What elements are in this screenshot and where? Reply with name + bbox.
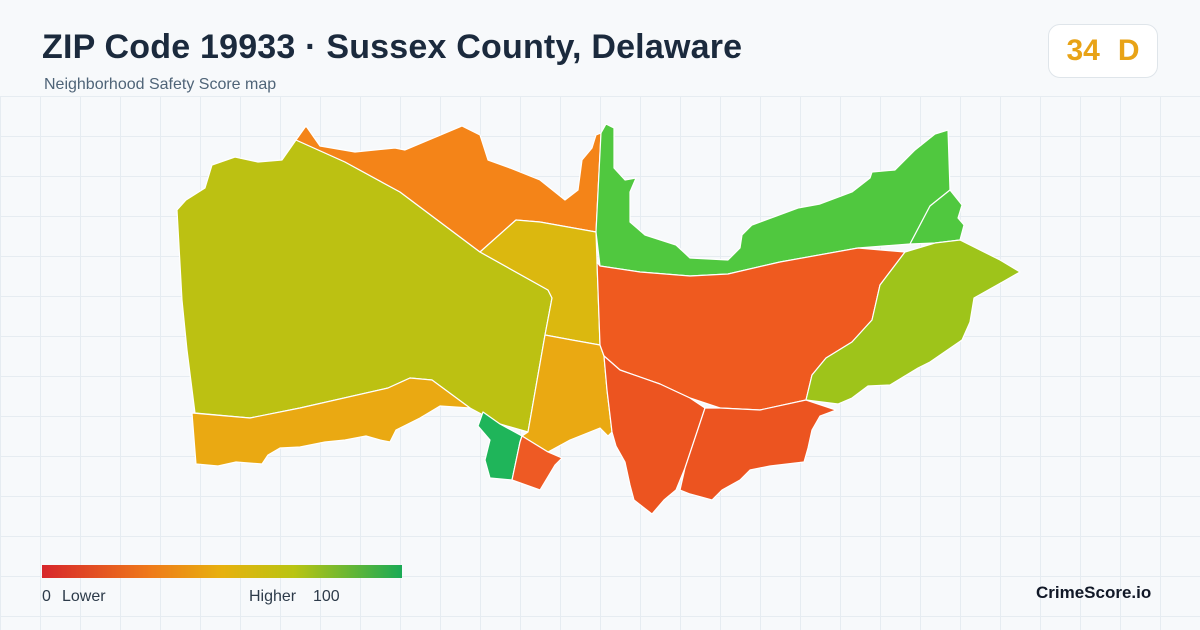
map-region-green-small[interactable] [477, 411, 523, 481]
legend-gradient-bar [42, 565, 402, 578]
legend-higher-label: Higher [249, 588, 297, 605]
legend-max-label: 100 [313, 588, 340, 605]
map-region-west-south[interactable] [191, 377, 471, 467]
brand-logo-text: CrimeScore.io [1036, 583, 1152, 602]
map-region-south-red-a[interactable] [603, 355, 706, 515]
score-grade: D [1117, 34, 1140, 67]
map-region-far-east[interactable] [805, 239, 1021, 405]
page-title: ZIP Code 19933 · Sussex County, Delaware [42, 28, 743, 66]
map-region-red-small[interactable] [511, 435, 563, 491]
score-badge: 34 D [1048, 24, 1158, 78]
score-value: 34 [1066, 34, 1100, 67]
legend-lower-label: Lower [62, 588, 106, 605]
page-subtitle: Neighborhood Safety Score map [44, 76, 277, 93]
legend-min-label: 0 [42, 588, 51, 605]
map-region-south-red-b[interactable] [679, 399, 837, 501]
